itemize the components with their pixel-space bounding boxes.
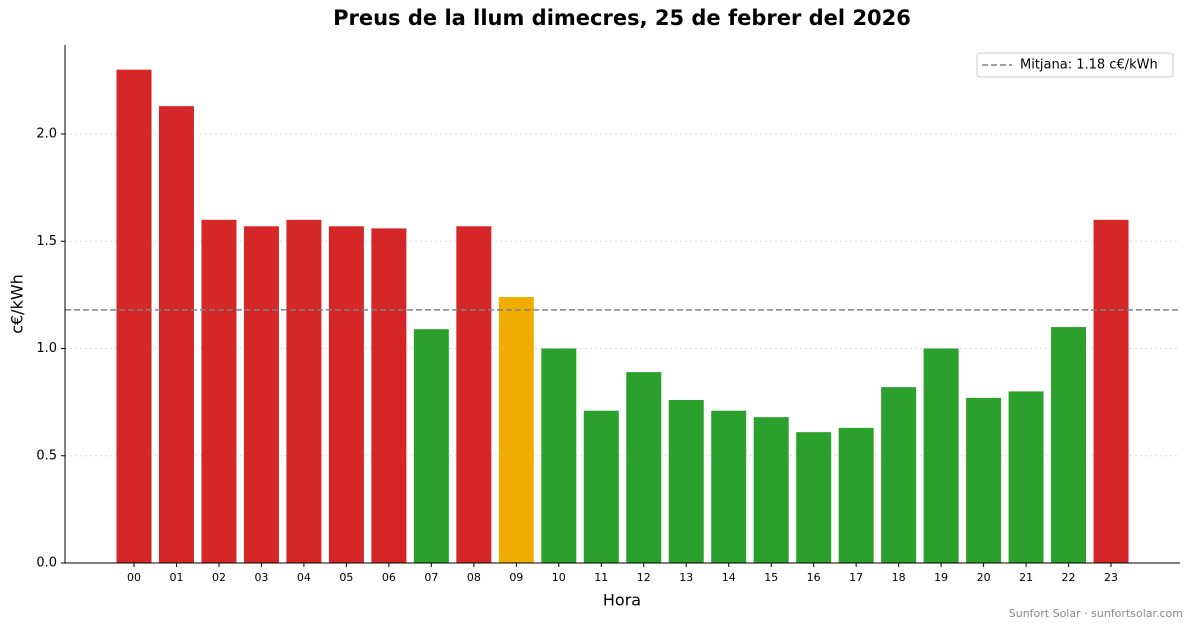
y-axis-label: c€/kWh: [8, 274, 27, 334]
x-tick-label: 03: [254, 571, 268, 584]
bar: [1008, 391, 1044, 563]
bar: [881, 387, 917, 563]
x-tick-label: 18: [892, 571, 906, 584]
x-tick-label: 17: [849, 571, 863, 584]
x-tick-label: 21: [1019, 571, 1033, 584]
x-tick-label: 02: [212, 571, 226, 584]
x-tick-label: 11: [594, 571, 608, 584]
bar: [711, 410, 747, 563]
chart-title: Preus de la llum dimecres, 25 de febrer …: [333, 6, 911, 30]
bar: [1093, 219, 1129, 564]
bar: [116, 69, 152, 564]
x-tick-label: 19: [934, 571, 948, 584]
y-tick-label: 0.0: [36, 556, 57, 571]
x-axis-label: Hora: [603, 591, 641, 610]
bar: [498, 297, 534, 563]
x-tick-label: 09: [509, 571, 523, 584]
x-tick-label: 01: [169, 571, 183, 584]
x-tick-label: 10: [552, 571, 566, 584]
footer: Sunfort Solar · sunfortsolar.com: [1009, 607, 1183, 620]
bar: [796, 432, 832, 563]
x-tick-label: 16: [807, 571, 821, 584]
bar: [158, 106, 194, 563]
bar: [838, 427, 874, 563]
bar: [456, 226, 492, 563]
y-tick-label: 1.5: [36, 234, 57, 249]
legend-label: Mitjana: 1.18 c€/kWh: [1020, 58, 1158, 73]
x-tick-label: 04: [297, 571, 311, 584]
bar: [328, 226, 364, 563]
bar: [753, 417, 789, 563]
bar: [243, 226, 279, 563]
y-tick-label: 0.5: [36, 448, 57, 463]
bar: [1051, 327, 1087, 563]
bar: [201, 219, 237, 564]
bar: [413, 329, 449, 563]
x-tick-label: 05: [339, 571, 353, 584]
y-tick-label: 2.0: [36, 127, 57, 142]
bar: [286, 219, 322, 564]
legend-box: [976, 52, 1174, 78]
x-tick-label: 22: [1062, 571, 1076, 584]
bar: [371, 228, 407, 564]
x-tick-label: 13: [679, 571, 693, 584]
bar: [626, 372, 662, 563]
bar: [668, 399, 704, 563]
x-tick-label: 15: [764, 571, 778, 584]
x-tick-label: 12: [637, 571, 651, 584]
y-tick-label: 1.0: [36, 341, 57, 356]
x-tick-label: 08: [467, 571, 481, 584]
x-tick-label: 23: [1104, 571, 1118, 584]
x-tick-label: 20: [977, 571, 991, 584]
bar: [583, 410, 619, 563]
x-tick-label: 14: [722, 571, 736, 584]
x-tick-label: 06: [382, 571, 396, 584]
x-tick-label: 00: [127, 571, 141, 584]
x-tick-label: 07: [424, 571, 438, 584]
bar: [923, 348, 959, 563]
bar: [966, 397, 1002, 563]
bar: [541, 348, 577, 563]
